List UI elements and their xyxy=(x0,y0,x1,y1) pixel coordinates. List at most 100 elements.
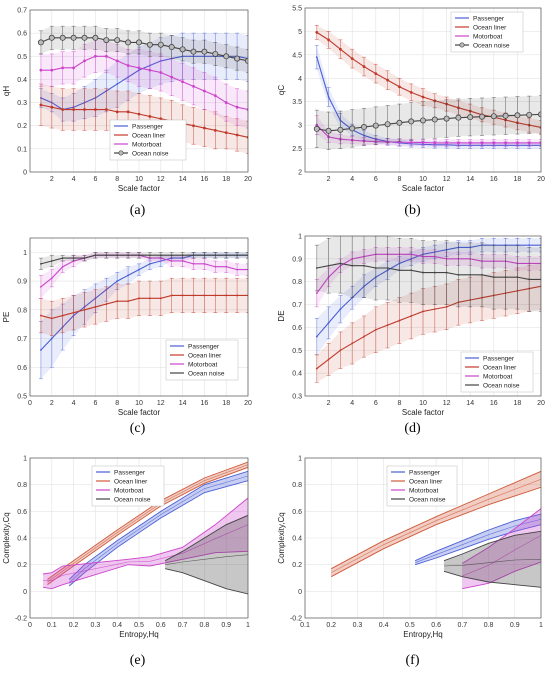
data-point-motorboat xyxy=(492,141,496,145)
x-tick-label: 10 xyxy=(135,400,143,407)
data-point-ocean-noise xyxy=(526,111,533,118)
panel-letter-b: (b) xyxy=(404,203,421,218)
error-band-ocean-noise xyxy=(316,236,541,312)
data-point-ocean-noise xyxy=(214,254,217,257)
y-tick-label: 0.4 xyxy=(292,536,302,543)
legend-label: Ocean liner xyxy=(188,352,222,359)
error-band-ocean-liner xyxy=(40,84,248,154)
data-point-passenger xyxy=(138,268,140,271)
band-upper-ocean-noise xyxy=(443,530,541,562)
y-tick-label: 0.7 xyxy=(292,302,302,309)
error-band-motorboat xyxy=(40,40,248,129)
data-point-ocean-liner xyxy=(398,319,401,322)
data-point-ocean-noise xyxy=(105,254,108,257)
y-tick-label: 0.3 xyxy=(292,394,302,401)
data-point-ocean-noise xyxy=(514,112,521,119)
data-point-ocean-noise xyxy=(223,53,230,60)
y-tick-label: 0.8 xyxy=(292,279,302,286)
data-point-ocean-noise xyxy=(313,125,320,132)
legend-marker xyxy=(118,150,124,156)
error-band-passenger xyxy=(40,252,248,379)
band-upper-ocean-noise xyxy=(164,514,248,562)
legend-label: Ocean noise xyxy=(483,382,520,389)
series-line-motorboat xyxy=(40,55,248,111)
data-point-ocean-noise xyxy=(431,116,438,123)
y-tick-label: 3 xyxy=(298,123,302,130)
data-point-ocean-noise xyxy=(72,257,75,260)
legend-label: Passenger xyxy=(483,355,515,362)
y-tick-label: 4 xyxy=(298,76,302,83)
data-point-ocean-liner xyxy=(398,85,401,89)
data-point-ocean-liner xyxy=(159,117,163,121)
y-tick-label: -0.2 xyxy=(15,616,27,623)
legend-label: Motorboat xyxy=(473,33,502,40)
y-tick-label: 0.8 xyxy=(17,307,27,314)
data-point-ocean-liner xyxy=(83,108,86,111)
x-tick-label: 0.5 xyxy=(405,622,415,629)
data-point-ocean-noise xyxy=(528,278,531,281)
data-point-motorboat xyxy=(50,68,54,72)
panel-letter-c: (c) xyxy=(129,421,146,436)
data-point-ocean-noise xyxy=(481,273,483,276)
series-line-ocean-liner xyxy=(316,285,541,370)
data-point-ocean-liner xyxy=(104,108,108,111)
data-point-motorboat xyxy=(83,59,86,63)
legend-label: Motorboat xyxy=(409,487,438,494)
y-tick-label: 0.7 xyxy=(17,8,27,15)
band-passenger xyxy=(415,514,541,565)
x-tick-label: 0.2 xyxy=(326,622,336,629)
y-tick-label: 0.8 xyxy=(17,482,27,489)
data-point-ocean-noise xyxy=(398,269,401,272)
band-center-motorboat xyxy=(43,524,248,581)
y-tick-label: 0.6 xyxy=(292,509,302,516)
x-tick-label: 6 xyxy=(93,400,97,407)
y-tick-label: 0.4 xyxy=(17,77,27,84)
x-tick-label: 12 xyxy=(157,176,165,183)
data-point-motorboat xyxy=(181,260,184,262)
band-upper-motorboat xyxy=(462,508,541,564)
error-band-ocean-liner xyxy=(40,278,248,336)
series-group xyxy=(38,252,248,380)
data-point-ocean-liner xyxy=(409,90,413,94)
series-group xyxy=(331,470,541,590)
x-tick-label: 8 xyxy=(115,400,119,407)
x-tick-label: 18 xyxy=(222,176,230,183)
data-point-motorboat xyxy=(409,141,413,144)
data-point-ocean-liner xyxy=(94,108,97,111)
data-point-passenger xyxy=(327,96,330,98)
y-tick-label: 2 xyxy=(298,170,302,177)
x-tick-label: 20 xyxy=(537,176,545,183)
x-tick-label: 0 xyxy=(28,400,32,407)
x-tick-label: 8 xyxy=(397,400,401,407)
data-point-ocean-liner xyxy=(137,112,141,116)
chart-e: 0 0.1 0.2 0.3 0.4 0.5 0.6 0.7 0.8 0.9 1-0.200.20.4… xyxy=(2,456,250,640)
x-tick-label: 14 xyxy=(466,400,474,407)
data-point-motorboat xyxy=(39,68,43,72)
data-point-ocean-noise xyxy=(361,124,368,131)
band-center-motorboat xyxy=(462,535,541,577)
series-group xyxy=(313,25,541,150)
panel-letter-d: (d) xyxy=(404,421,421,436)
data-point-motorboat xyxy=(203,262,206,265)
legend-label: Ocean noise xyxy=(409,496,446,503)
data-point-motorboat xyxy=(192,84,195,88)
data-point-ocean-noise xyxy=(212,50,219,57)
data-point-ocean-noise xyxy=(408,118,415,125)
series-line-ocean-liner xyxy=(40,104,248,138)
band-upper-passenger xyxy=(68,470,248,580)
chart-panel-d: 2 4 6 8 10 12 14 16 18 20 0.3 0.4 0.5 0.6 0.7 0.8 0.9 1 Sc… xyxy=(275,228,550,437)
data-point-ocean-noise xyxy=(490,113,497,120)
data-point-ocean-noise xyxy=(59,34,66,41)
data-point-ocean-liner xyxy=(445,305,448,308)
panel-letter-a: (a) xyxy=(129,203,146,218)
y-tick-label: 0.6 xyxy=(17,31,27,38)
band-lower-passenger xyxy=(68,480,248,587)
data-point-ocean-liner xyxy=(39,103,43,107)
data-point-ocean-noise xyxy=(127,254,129,257)
x-tick-label: 4 xyxy=(72,176,76,183)
chart-b: 2 4 6 8 10 12 14 16 18 20 2 2.5 3 3.5 4 4.5 5 5.5 Scale fa… xyxy=(277,6,545,194)
data-point-ocean-noise xyxy=(50,260,53,262)
data-point-motorboat xyxy=(192,262,195,265)
data-point-ocean-noise xyxy=(114,37,121,44)
